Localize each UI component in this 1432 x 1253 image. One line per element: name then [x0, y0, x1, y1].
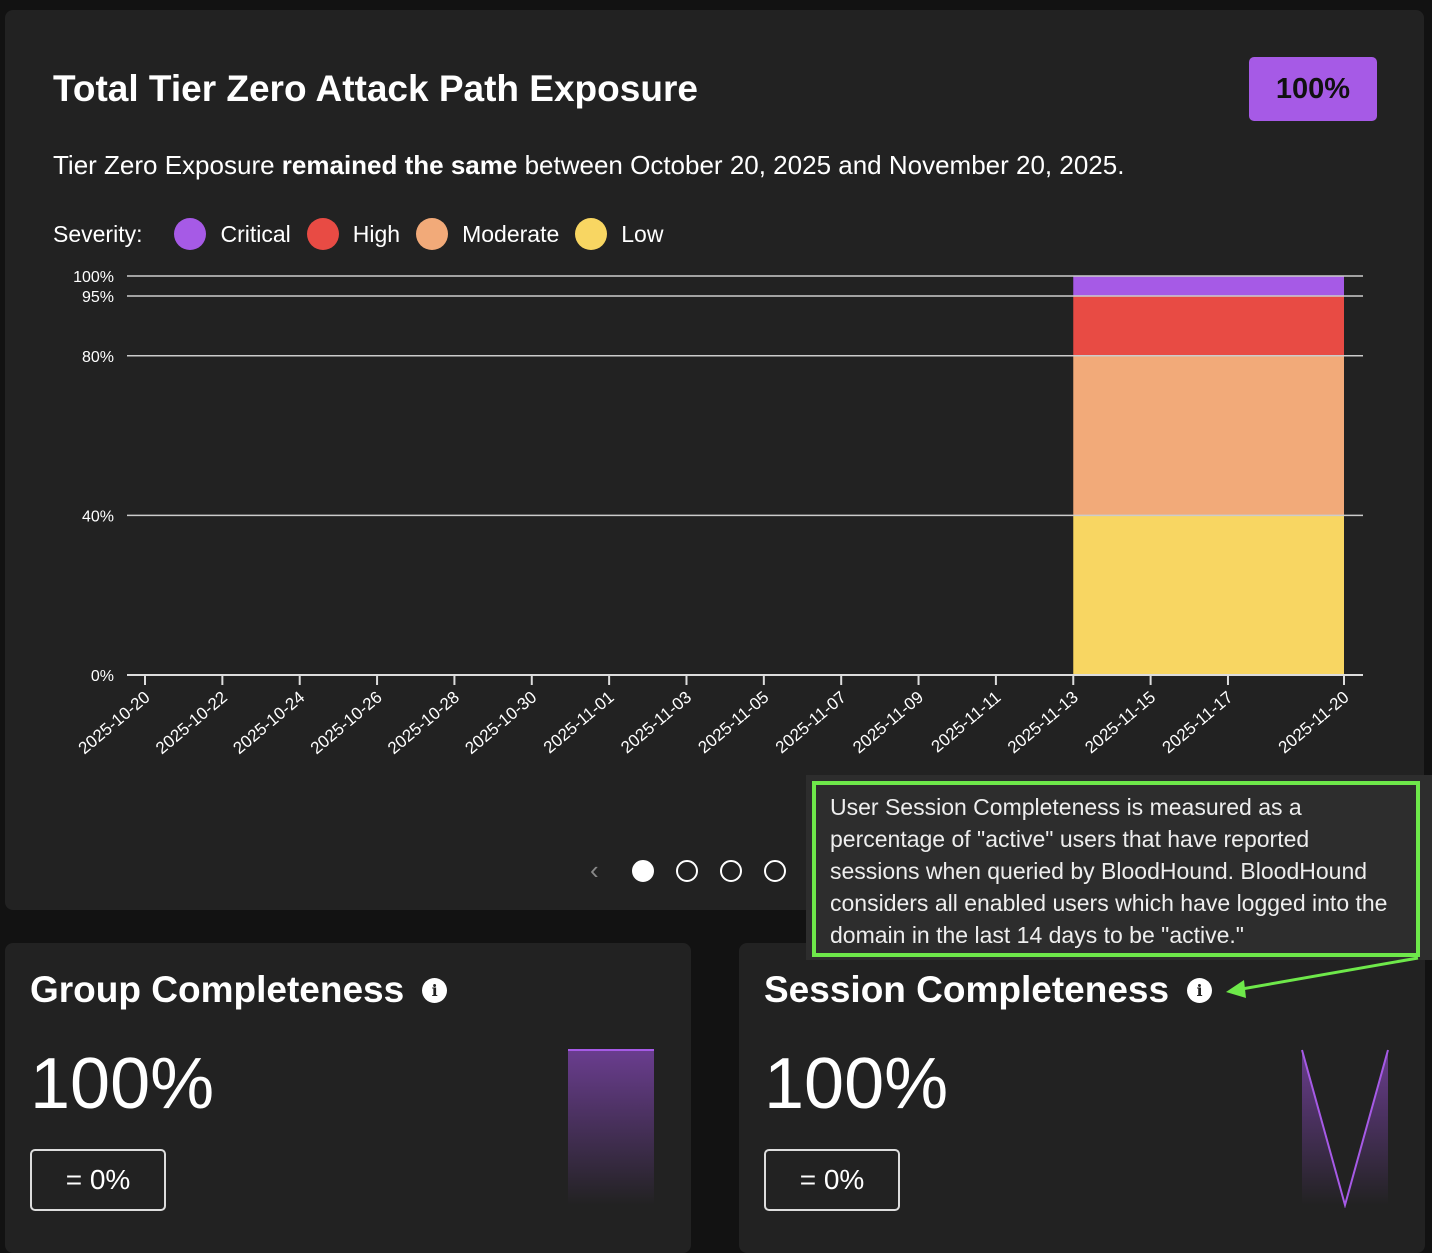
summary-bold: remained the same — [281, 150, 518, 180]
session-tooltip: User Session Completeness is measured as… — [812, 781, 1420, 957]
pager-dot-4[interactable] — [764, 859, 786, 882]
x-tick-label: 2025-11-13 — [1004, 688, 1082, 758]
pager-dot-1[interactable] — [632, 859, 654, 882]
x-tick-label: 2025-10-20 — [75, 688, 154, 758]
bar-segment-high[interactable] — [1073, 295, 1344, 356]
y-tick-label: 40% — [82, 508, 114, 525]
info-icon[interactable]: i — [1187, 977, 1213, 1003]
group-completeness-card: Group Completeness i 100% = 0% — [5, 943, 691, 1253]
x-tick-label: 2025-11-09 — [849, 688, 927, 758]
pager-dot-2[interactable] — [676, 859, 698, 882]
x-tick-label: 2025-10-24 — [229, 688, 308, 758]
session-sparkline — [1301, 1049, 1389, 1208]
legend-dot — [416, 218, 449, 250]
x-tick-label: 2025-11-03 — [617, 688, 695, 758]
y-tick-label: 0% — [91, 668, 114, 685]
session-title: Session Completeness i — [764, 969, 1213, 1011]
info-icon[interactable]: i — [422, 977, 448, 1003]
summary-suffix: between October 20, 2025 and November 20… — [517, 150, 1125, 180]
group-delta: = 0% — [30, 1149, 166, 1211]
x-tick-label: 2025-10-30 — [462, 688, 541, 758]
x-tick-label: 2025-10-28 — [384, 688, 463, 758]
y-tick-label: 80% — [82, 349, 114, 366]
x-tick-label: 2025-10-26 — [307, 688, 386, 758]
carousel-pager: ‹ — [590, 855, 786, 886]
chevron-left-icon[interactable]: ‹ — [590, 855, 599, 885]
bar-segment-critical[interactable] — [1073, 276, 1344, 296]
x-tick-label: 2025-11-01 — [540, 688, 618, 758]
severity-label: Severity: — [53, 220, 143, 247]
x-tick-label: 2025-11-07 — [772, 688, 850, 758]
summary-prefix: Tier Zero Exposure — [53, 150, 282, 180]
exposure-summary: Tier Zero Exposure remained the same bet… — [53, 150, 1124, 181]
session-completeness-card: Session Completeness i 100% = 0% — [739, 943, 1425, 1253]
x-tick-label: 2025-11-11 — [928, 688, 1005, 757]
legend-dot — [575, 218, 608, 250]
y-tick-label: 100% — [73, 269, 114, 286]
session-value: 100% — [764, 1044, 949, 1124]
x-tick-label: 2025-11-05 — [695, 688, 773, 758]
sparkline-area — [1302, 1050, 1388, 1205]
legend-dot — [306, 218, 339, 250]
x-tick-label: 2025-11-15 — [1081, 688, 1159, 758]
sparkline-line — [1301, 1049, 1389, 1208]
group-sparkline — [568, 1049, 654, 1205]
legend-high: High — [306, 218, 400, 250]
bar-segment-moderate[interactable] — [1073, 355, 1344, 516]
legend-dot — [174, 218, 207, 250]
pager-dot-3[interactable] — [720, 859, 742, 882]
exposure-badge: 100% — [1249, 57, 1377, 121]
exposure-chart: 0%40%80%95%100%2025-10-202025-10-222025-… — [73, 269, 1363, 758]
x-tick-label: 2025-10-22 — [152, 688, 231, 758]
y-tick-label: 95% — [82, 289, 114, 306]
legend-moderate: Moderate — [416, 218, 559, 250]
legend-low: Low — [575, 218, 663, 250]
group-value: 100% — [30, 1044, 215, 1124]
sparkline-area — [568, 1050, 654, 1205]
bar-segment-low[interactable] — [1073, 515, 1344, 675]
group-title: Group Completeness i — [30, 969, 448, 1011]
severity-legend: Severity: Critical High Moderate Low — [53, 218, 679, 250]
session-delta: = 0% — [764, 1149, 900, 1211]
x-tick-label: 2025-11-17 — [1159, 688, 1237, 758]
card-title: Total Tier Zero Attack Path Exposure — [53, 68, 698, 109]
x-tick-label: 2025-11-20 — [1275, 688, 1353, 758]
legend-critical: Critical — [174, 218, 291, 250]
